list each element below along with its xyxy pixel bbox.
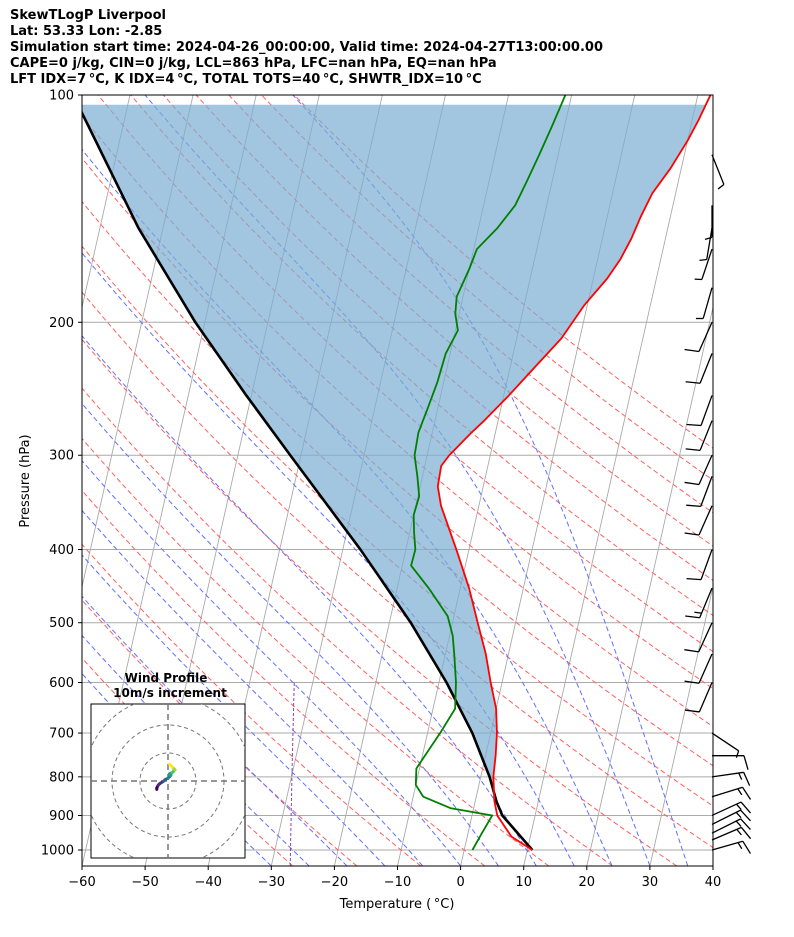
wind-barb: [704, 205, 713, 240]
y-tick-label: 500: [49, 616, 74, 631]
wind-barb: [686, 549, 713, 581]
x-tick-label: −50: [131, 875, 158, 890]
wind-barb: [684, 653, 713, 684]
isotherm-line: [82, 95, 131, 310]
stability-indices-1: CAPE=0 j/kg, CIN=0 j/kg, LCL=863 hPa, LF…: [10, 56, 497, 71]
isotherm-line: [0, 95, 67, 866]
wind-barb: [686, 395, 713, 427]
cin-shading: [82, 104, 706, 802]
wind-barb: [712, 755, 749, 770]
wind-barb: [684, 505, 713, 536]
isotherm-line: [586, 305, 713, 866]
moist-adiabat: [82, 402, 499, 866]
wind-barb: [711, 786, 752, 800]
y-axis-label: Pressure (hPa): [18, 434, 33, 527]
wind-barb: [684, 622, 713, 653]
axes: −60 −50 −40 −30 −20 −10 0 10 20 30 40 1000 900 800 700…: [41, 89, 721, 891]
wind-barb: [711, 801, 752, 817]
wind-barb: [699, 227, 713, 261]
y-tick-label: 900: [49, 809, 74, 824]
dry-adiabat: [82, 200, 713, 767]
parcel-profile-line: [82, 110, 534, 851]
x-tick-label: 20: [579, 875, 596, 890]
wind-barb: [685, 587, 713, 619]
station-location: Lat: 53.33 Lon: -2.85: [10, 24, 163, 39]
wind-barbs: [684, 154, 752, 854]
wind-barb: [711, 826, 752, 841]
station-title: SkewTLogP Liverpool: [10, 8, 166, 23]
x-tick-label: −30: [258, 875, 285, 890]
y-tick-label: 200: [49, 316, 74, 331]
y-tick-label: 400: [49, 543, 74, 558]
y-tick-label: 100: [49, 89, 74, 104]
x-tick-label: −10: [384, 875, 411, 890]
wind-barb: [711, 809, 751, 826]
chart-header: SkewTLogP Liverpool Lat: 53.33 Lon: -2.8…: [10, 8, 603, 88]
wind-barb: [685, 353, 713, 384]
isotherm-line: [0, 95, 4, 866]
x-tick-label: −60: [68, 875, 95, 890]
dry-adiabat: [82, 157, 713, 728]
dry-adiabat: [82, 489, 486, 866]
temperature-line: [436, 95, 712, 851]
moist-adiabat: [82, 554, 386, 866]
moist-adiabat: [82, 509, 424, 866]
hodograph-segment: [167, 762, 173, 768]
x-tick-label: −40: [194, 875, 221, 890]
inset-title: Wind Profile: [125, 671, 208, 685]
dry-adiabat: [82, 245, 713, 807]
wind-barb: [684, 322, 713, 353]
y-tick-label: 700: [49, 727, 74, 742]
moist-adiabat: [82, 334, 537, 866]
wind-barb: [711, 732, 740, 758]
moist-adiabat: [82, 595, 348, 866]
dry-adiabat: [82, 543, 422, 866]
wind-barb: [711, 154, 725, 190]
y-tick-label: 600: [49, 676, 74, 691]
dry-adiabat: [82, 387, 614, 866]
y-tick-label: 300: [49, 449, 74, 464]
hodograph-inset: Wind Profile 10m/s increment: [90, 671, 246, 859]
dewpoint-line: [410, 95, 567, 851]
cape-cin-fill: [82, 104, 706, 802]
moist-adiabat: [292, 95, 689, 866]
moist-adiabat: [82, 459, 461, 866]
x-tick-label: 30: [642, 875, 659, 890]
wind-barb: [711, 771, 751, 786]
wind-barb: [694, 248, 713, 281]
dry-adiabat: [261, 95, 713, 481]
x-tick-label: 40: [705, 875, 722, 890]
dry-adiabat: [82, 599, 358, 866]
dry-adiabat: [82, 657, 294, 866]
dry-adiabat: [293, 95, 713, 449]
wind-barb: [686, 476, 713, 507]
inset-subtitle: 10m/s increment: [113, 686, 227, 700]
moist-adiabat: [82, 148, 613, 866]
dry-adiabat: [82, 338, 678, 866]
x-tick-label: 10: [515, 875, 532, 890]
wind-barb: [685, 420, 713, 452]
profile-lines: [82, 95, 712, 851]
x-axis-label: Temperature ( °C): [339, 897, 455, 912]
y-tick-label: 800: [49, 770, 74, 785]
simulation-times: Simulation start time: 2024-04-26_00:00:…: [10, 40, 603, 55]
y-tick-label: 1000: [41, 844, 74, 859]
x-tick-label: 0: [456, 875, 464, 890]
wind-barb: [695, 287, 713, 320]
dry-adiabat: [82, 115, 713, 690]
stability-indices-2: LFT IDX=7 °C, K IDX=4 °C, TOTAL TOTS=40 …: [10, 72, 482, 87]
wind-barb: [711, 818, 751, 834]
isotherm-line: [649, 584, 713, 866]
wind-barb: [684, 454, 713, 486]
moist-adiabat: [82, 634, 310, 866]
wind-barb: [684, 682, 713, 713]
isotherm-line: [712, 863, 713, 866]
isotherm-line: [523, 95, 699, 866]
moist-adiabat: [82, 252, 575, 866]
x-tick-label: −20: [321, 875, 348, 890]
wind-barb: [711, 840, 752, 854]
